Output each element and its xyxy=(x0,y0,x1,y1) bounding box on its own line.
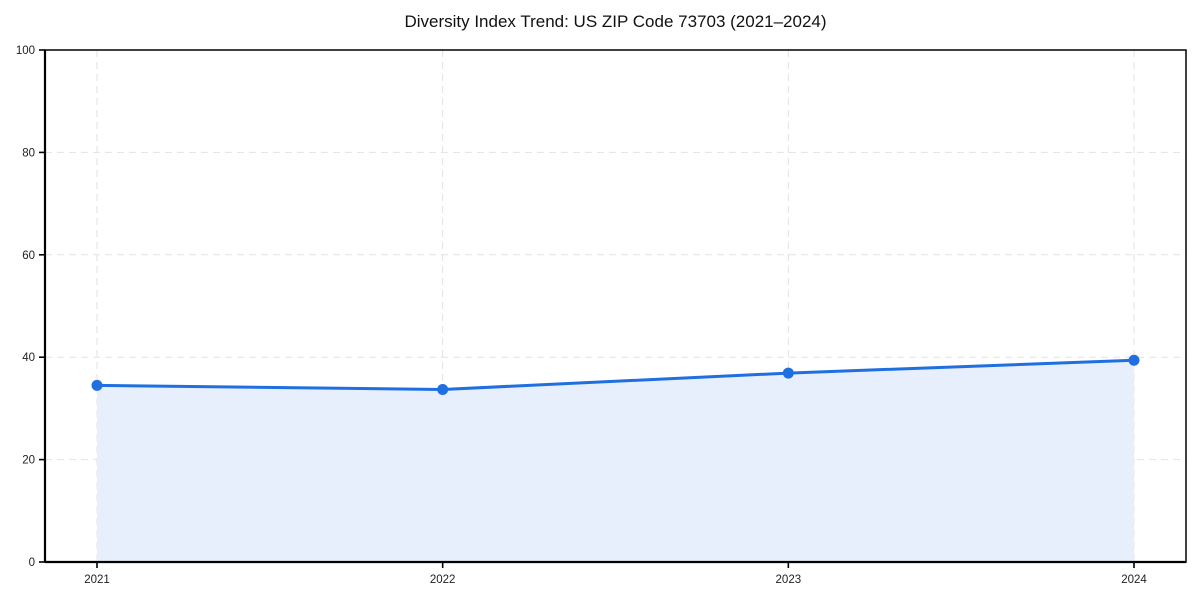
chart-title: Diversity Index Trend: US ZIP Code 73703… xyxy=(404,12,827,31)
area-fill xyxy=(97,360,1134,562)
data-point-markers xyxy=(91,354,1140,395)
data-point xyxy=(91,379,103,391)
x-tick-label: 2021 xyxy=(84,574,110,586)
trend-line-path xyxy=(95,358,1136,391)
x-tick-label: 2023 xyxy=(776,574,802,586)
y-tick-label: 100 xyxy=(16,45,35,57)
x-tick-label: 2022 xyxy=(430,574,456,586)
trend-line xyxy=(95,358,1136,391)
x-tick-label: 2024 xyxy=(1121,574,1147,586)
y-tick-label: 0 xyxy=(29,557,35,569)
area-fill-shape xyxy=(97,360,1134,562)
y-tick-label: 60 xyxy=(22,250,35,262)
x-axis: 2021 2022 2023 2024 xyxy=(84,562,1147,586)
y-tick-label: 20 xyxy=(22,455,35,467)
y-axis: 0 20 40 60 80 100 xyxy=(16,45,45,569)
data-point xyxy=(1128,354,1140,366)
y-tick-label: 80 xyxy=(22,147,35,159)
y-tick-label: 40 xyxy=(22,352,35,364)
data-point xyxy=(782,367,794,379)
data-point xyxy=(437,383,449,395)
plot-frame xyxy=(43,49,1187,564)
